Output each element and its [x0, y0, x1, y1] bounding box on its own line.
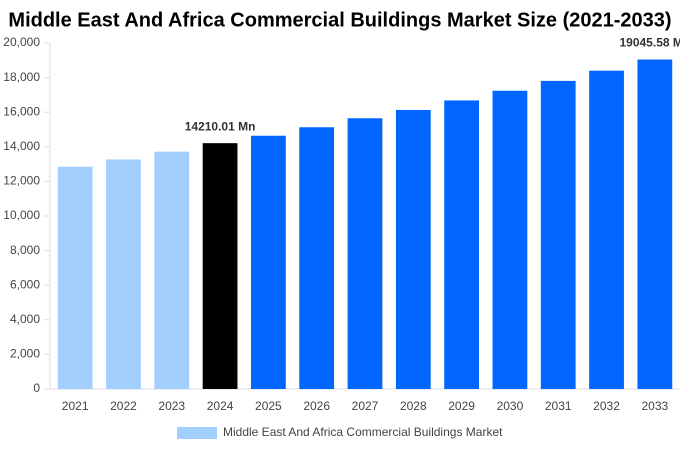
y-tick-label: 20,000 — [3, 35, 40, 49]
bar — [492, 90, 528, 390]
x-tick-label: 2022 — [110, 399, 137, 413]
y-tick-label: 4,000 — [10, 312, 40, 326]
bar — [540, 80, 576, 390]
x-tick-label: 2026 — [303, 399, 330, 413]
x-tick-label: 2024 — [207, 399, 234, 413]
bar — [299, 127, 335, 389]
x-tick-label: 2031 — [545, 399, 572, 413]
x-tick-label: 2028 — [400, 399, 427, 413]
x-tick-label: 2027 — [352, 399, 379, 413]
y-tick-label: 2,000 — [10, 347, 40, 361]
chart-title: Middle East And Africa Commercial Buildi… — [8, 9, 671, 31]
value-label: 14210.01 Mn — [185, 119, 256, 133]
legend-swatch — [177, 427, 217, 439]
y-tick-label: 6,000 — [10, 277, 40, 291]
bar — [57, 166, 93, 389]
bar — [444, 100, 480, 389]
legend-label: Middle East And Africa Commercial Buildi… — [223, 425, 503, 439]
y-tick-label: 0 — [33, 381, 40, 395]
bar — [589, 70, 624, 390]
x-tick-label: 2032 — [593, 399, 620, 413]
bar — [637, 59, 673, 389]
x-tick-label: 2021 — [62, 399, 89, 413]
value-label: 19045.58 Mn — [619, 36, 680, 50]
y-tick-label: 18,000 — [3, 70, 40, 84]
bar — [347, 118, 383, 389]
x-tick-label: 2030 — [497, 399, 524, 413]
bar — [154, 151, 190, 389]
y-tick-label: 8,000 — [10, 243, 40, 257]
y-tick-label: 12,000 — [3, 174, 40, 188]
bar — [202, 143, 238, 389]
y-tick-label: 14,000 — [3, 139, 40, 153]
x-tick-label: 2029 — [448, 399, 475, 413]
y-tick-label: 10,000 — [3, 208, 40, 222]
y-tick-label: 16,000 — [3, 104, 40, 118]
x-tick-label: 2025 — [255, 399, 282, 413]
bar — [106, 159, 141, 389]
bar — [395, 109, 431, 390]
x-tick-label: 2033 — [641, 399, 668, 413]
bar — [250, 135, 286, 389]
x-tick-label: 2023 — [158, 399, 185, 413]
